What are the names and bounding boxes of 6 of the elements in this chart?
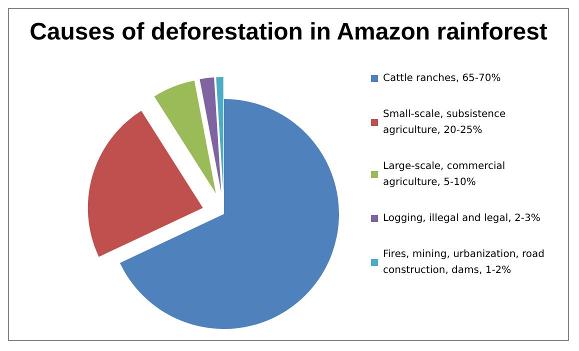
chart-title: Causes of deforestation in Amazon rainforest: [30, 18, 548, 46]
legend-label: Large-scale, commercial agriculture, 5-10%: [383, 161, 508, 188]
legend-label: Logging, illegal and legal, 2-3%: [383, 213, 540, 224]
legend-label: Fires, mining, urbanization, road construction, dams, 1-2%: [383, 249, 548, 276]
legend-label: Cattle ranches, 65-70%: [383, 73, 501, 84]
legend-label: Small-scale, subsistence agriculture, 20-25%: [383, 109, 509, 136]
